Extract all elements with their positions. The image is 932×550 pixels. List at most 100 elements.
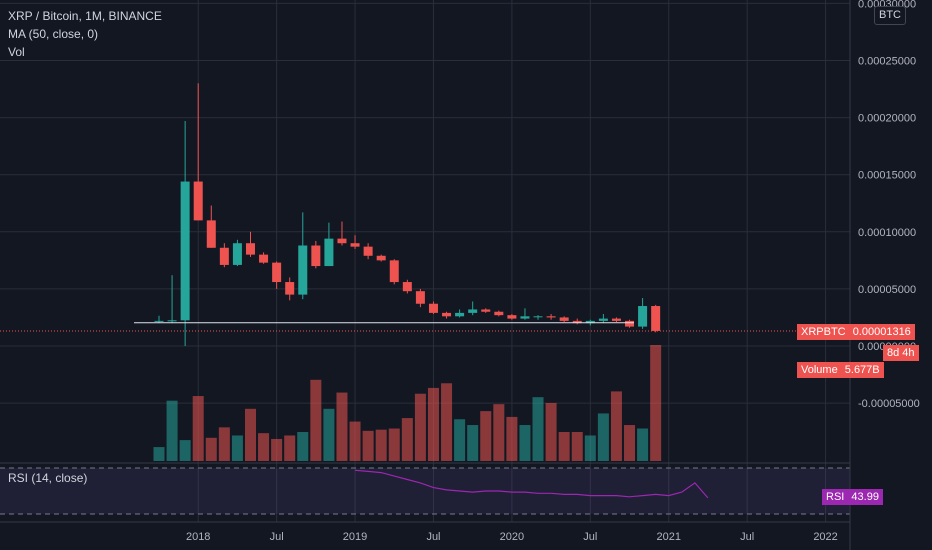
candle[interactable] [625,319,635,328]
candle[interactable] [402,279,412,294]
rsi-legend[interactable]: RSI (14, close) [8,471,88,485]
candle[interactable] [572,318,582,325]
candle[interactable] [219,243,229,268]
candle-body [651,306,661,331]
candle-body [350,243,360,247]
candle-body [363,246,373,256]
y-tick-label: -0.00005000 [858,398,920,410]
vol-legend[interactable]: Vol [8,45,25,59]
volume-tag: Volume 5.677B [797,362,884,378]
candle[interactable] [363,243,373,260]
volume-bar [401,418,413,461]
volume-bar [258,433,270,461]
symbol-title[interactable]: XRP / Bitcoin, 1M, BINANCE [8,9,162,23]
candle[interactable] [598,314,608,324]
candle-body [324,238,334,267]
x-tick-label[interactable]: 2019 [343,531,367,543]
candle-body [611,318,621,321]
volume-bar [231,435,243,461]
candle[interactable] [559,316,569,323]
candle[interactable] [154,315,164,324]
candle[interactable] [638,298,648,329]
volume-bar [166,400,178,461]
candle[interactable] [428,301,438,315]
candle[interactable] [272,261,282,289]
candle[interactable] [533,315,543,320]
volume-bar [650,345,662,461]
candle[interactable] [259,252,269,264]
x-tick-label[interactable]: 2018 [186,531,210,543]
ma-legend[interactable]: MA (50, close, 0) [8,27,99,41]
candle-body [415,291,425,304]
candle[interactable] [245,231,255,257]
candle-body [559,317,569,321]
currency-badge[interactable]: BTC [874,6,906,25]
rsi-line [355,469,709,499]
candle[interactable] [651,304,661,333]
candle[interactable] [481,308,491,313]
volume-bar [545,403,557,461]
candle-body [481,309,491,312]
x-tick-label[interactable]: Jul [583,531,597,543]
candle[interactable] [389,259,399,285]
candle-body [585,320,595,324]
candle-body [533,316,543,318]
volume-bar [218,427,230,461]
countdown-tag: 8d 4h [883,345,919,361]
volume-bar [349,421,361,461]
candle[interactable] [180,121,190,346]
volume-bar [584,435,596,461]
volume-bar [297,432,309,461]
candle-body [167,320,177,322]
volume-bar [192,396,204,461]
volume-bar [388,428,400,461]
candle[interactable] [442,311,452,319]
candle-body [572,320,582,324]
rsi-tag: RSI 43.99 [822,489,883,505]
y-tick-label: 0.00030000 [858,0,916,10]
candle[interactable] [350,235,360,249]
candle-body [193,181,203,221]
candle[interactable] [494,310,504,317]
volume-bar [506,416,518,461]
price-tag: XRPBTC 0.00001316 [797,324,915,340]
y-tick-label: 0.00020000 [858,113,916,125]
candle[interactable] [507,314,517,320]
candle[interactable] [285,277,295,301]
x-tick-label[interactable]: 2020 [500,531,524,543]
candle[interactable] [324,222,334,267]
candle[interactable] [415,288,425,308]
x-tick-label[interactable]: 2022 [813,531,837,543]
candle[interactable] [193,83,203,221]
candle-body [638,306,648,327]
candle[interactable] [298,212,308,300]
candle[interactable] [206,205,216,248]
candle[interactable] [546,314,556,320]
candle[interactable] [232,239,242,267]
x-tick-label[interactable]: 2021 [656,531,680,543]
candle-body [298,245,308,295]
volume-bar [519,425,531,461]
candle[interactable] [520,308,530,320]
rsi-tag-label: RSI [826,491,845,503]
volume-bar [624,425,636,461]
y-tick-label: 0.00010000 [858,227,916,239]
candle-body [455,312,465,317]
y-tick-label: 0.00005000 [858,284,916,296]
candle[interactable] [376,254,386,262]
candle[interactable] [337,221,347,246]
candle-body [442,312,452,317]
rsi-band-fill [0,468,850,514]
x-tick-label[interactable]: Jul [740,531,754,543]
candle-body [311,245,321,267]
candle[interactable] [167,275,177,324]
candle-body [245,243,255,255]
candle[interactable] [455,309,465,318]
x-tick-label[interactable]: Jul [270,531,284,543]
candle[interactable] [611,317,621,323]
candle[interactable] [468,301,478,316]
candle-body [376,255,386,261]
x-tick-label[interactable]: Jul [426,531,440,543]
candle[interactable] [311,240,321,269]
